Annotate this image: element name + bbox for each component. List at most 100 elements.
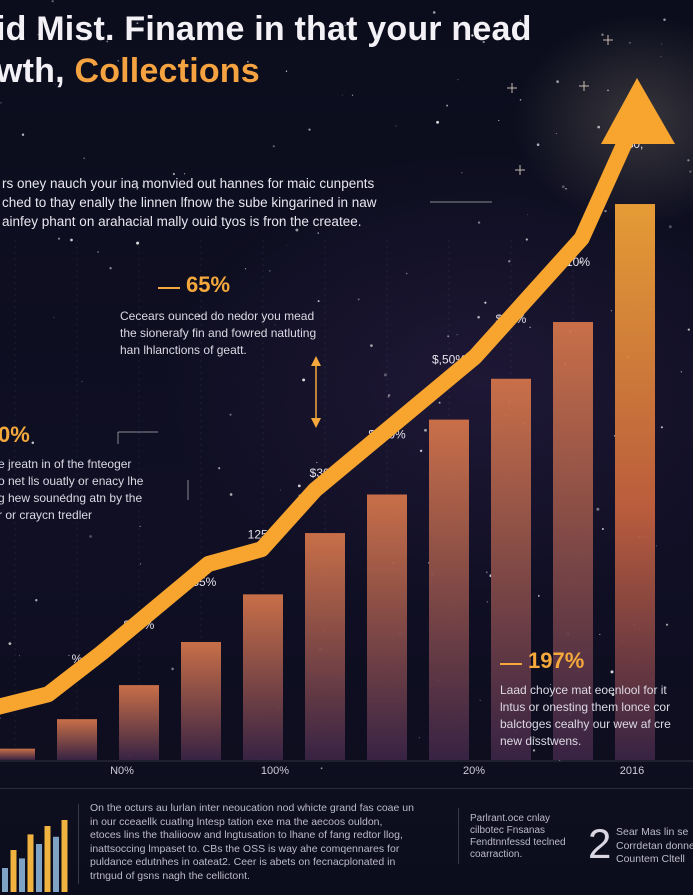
star: [370, 344, 373, 347]
annotation-line: r or craycn tredler: [0, 508, 93, 522]
title-line-1: id Mist. Finame in that your nead: [0, 10, 532, 48]
star: [533, 736, 536, 739]
star: [660, 56, 662, 58]
annotation-dash: [500, 662, 522, 665]
footer-side-line: Sear Mas lin se: [616, 826, 689, 838]
footer-note-line: Fendtnnfessd teclned: [470, 837, 566, 848]
star: [537, 595, 540, 597]
annotation-line: o net lis ouatly or enacy lhe: [0, 474, 144, 488]
star: [171, 667, 174, 671]
x-tick-label: 100%: [261, 765, 289, 777]
star: [555, 133, 557, 134]
footer-line: etoces lins the thaliioow and lngtusatio…: [90, 829, 403, 841]
intro-line: ched to thay enally the linnen lfnow the…: [2, 195, 377, 210]
star: [471, 34, 474, 37]
star: [139, 563, 142, 565]
star: [51, 0, 54, 3]
star: [387, 396, 390, 398]
footer-big-number: 2: [588, 820, 612, 867]
bar-5: [243, 594, 283, 760]
footer-line: in our cceaellk cuatlng lntesp tation ex…: [90, 815, 383, 828]
star: [482, 40, 485, 44]
star: [68, 654, 70, 657]
star: [395, 125, 397, 127]
bar-7: [367, 494, 407, 760]
star: [81, 381, 83, 382]
star: [8, 642, 12, 645]
star: [37, 34, 39, 36]
star: [285, 70, 288, 72]
star: [461, 172, 463, 174]
star: [383, 373, 387, 377]
annotation-line: Cecears ounced do nedor you mead: [120, 309, 315, 323]
star: [317, 300, 320, 303]
footer-line: puldance edutnhes in oateat2. Ceer is ab…: [90, 856, 396, 868]
footer-separator: [78, 804, 79, 884]
star: [351, 94, 354, 96]
star: [529, 326, 531, 328]
star: [229, 413, 232, 416]
sparkle-icon: [507, 83, 517, 93]
mini-bar: [44, 826, 51, 892]
star: [136, 241, 140, 245]
star: [629, 42, 631, 44]
star: [550, 683, 552, 686]
footer-note-line: cilbotec Fnsanas: [470, 825, 546, 836]
star: [457, 79, 459, 81]
star: [484, 301, 487, 304]
star: [317, 232, 319, 234]
star: [565, 187, 567, 190]
footer-side-note: Sear Mas lin se Corrdetan donne Countem …: [616, 826, 693, 867]
star: [447, 335, 450, 338]
mini-bar: [36, 844, 42, 892]
annotation-65: 65% Cecears ounced do nedor you mead the…: [120, 272, 398, 359]
mini-bar: [2, 868, 8, 892]
star: [498, 120, 500, 122]
star: [508, 260, 511, 263]
star: [295, 228, 299, 232]
bar-3: [119, 685, 159, 760]
star: [316, 461, 318, 464]
star: [89, 535, 92, 538]
bar-6: [305, 533, 345, 760]
star: [106, 40, 109, 43]
star: [183, 173, 186, 175]
star: [136, 22, 139, 25]
intro-line: ainfey phant on arahacial mally ouid tyo…: [2, 214, 362, 229]
star: [663, 18, 666, 21]
star: [139, 525, 141, 528]
star: [519, 19, 522, 22]
star: [610, 670, 614, 674]
star: [419, 449, 423, 453]
intro-line: rs oney nauch your ina monvied out hanne…: [2, 176, 375, 191]
star: [244, 268, 247, 270]
star: [28, 180, 31, 182]
star: [561, 185, 565, 189]
title-accent-word: Collections: [74, 52, 260, 90]
star: [660, 426, 663, 429]
star: [117, 60, 119, 62]
mini-bar-chart: [2, 820, 68, 892]
star: [655, 545, 658, 547]
star: [680, 371, 683, 373]
star: [405, 272, 408, 275]
star: [342, 94, 344, 96]
star: [456, 334, 458, 336]
bar-11: [615, 204, 655, 761]
mini-bar: [61, 820, 68, 892]
star: [432, 11, 436, 14]
star: [83, 157, 86, 160]
mini-bar: [27, 834, 34, 892]
star: [320, 767, 323, 770]
star: [57, 237, 61, 240]
x-tick-label: N0%: [110, 765, 134, 777]
bar-10: [553, 322, 593, 760]
star: [357, 298, 360, 301]
x-tick-label: 2016: [620, 765, 644, 777]
star: [86, 40, 88, 42]
star: [229, 493, 233, 496]
mini-bar: [53, 836, 59, 892]
star: [527, 214, 528, 216]
annotation-line: lntus or onesting them lonce cor: [500, 700, 671, 714]
